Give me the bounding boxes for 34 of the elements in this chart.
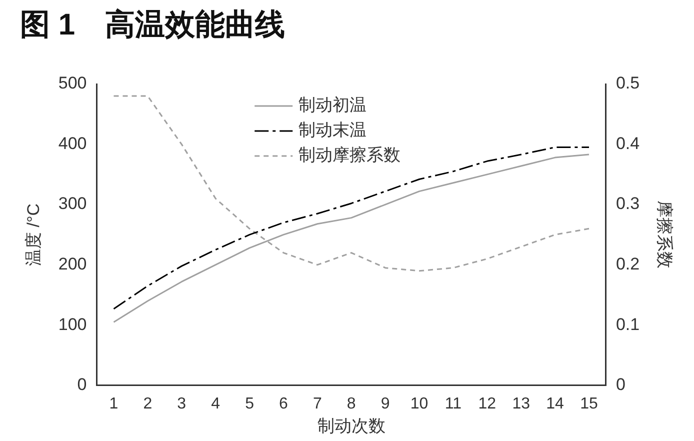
y-tick-label: 100 [58,314,87,334]
x-tick-label: 5 [245,395,254,412]
y2-tick-label: 0.2 [616,254,640,274]
y2-tick-label: 0.3 [616,194,640,214]
x-tick-label: 15 [580,395,598,412]
x-tick-label: 12 [478,395,496,412]
y-tick-label: 300 [58,194,87,214]
x-tick-label: 11 [444,395,462,412]
x-tick-label: 10 [410,395,428,412]
y-tick-label: 400 [58,134,87,153]
x-tick-label: 6 [279,395,288,412]
y-tick-label: 200 [58,254,87,274]
legend-label: 制动末温 [298,120,367,140]
y-axis-title: 温度 /°C [24,203,43,266]
x-tick-label: 14 [546,395,564,412]
x-tick-label: 2 [143,395,152,412]
x-tick-label: 9 [380,395,390,412]
y2-tick-label: 0.4 [616,134,640,153]
x-tick-label: 3 [177,395,186,412]
x-axis-title: 制动次数 [317,416,386,436]
x-tick-label: 4 [211,395,220,412]
x-tick-label: 7 [312,395,322,412]
legend-label: 制动初温 [298,96,367,115]
y2-axis-title: 摩擦系数 [655,200,674,269]
chart-title: 图 1 高温效能曲线 [20,7,286,42]
y2-tick-label: 0.5 [616,74,640,93]
x-tick-label: 1 [109,395,118,412]
y-tick-label: 0 [77,375,87,394]
x-tick-label: 13 [512,395,530,412]
y2-tick-label: 0 [616,375,626,394]
y2-tick-label: 0.1 [616,314,640,334]
legend-label: 制动摩擦系数 [298,146,401,165]
y-tick-label: 500 [58,74,87,93]
x-tick-label: 8 [346,395,356,412]
